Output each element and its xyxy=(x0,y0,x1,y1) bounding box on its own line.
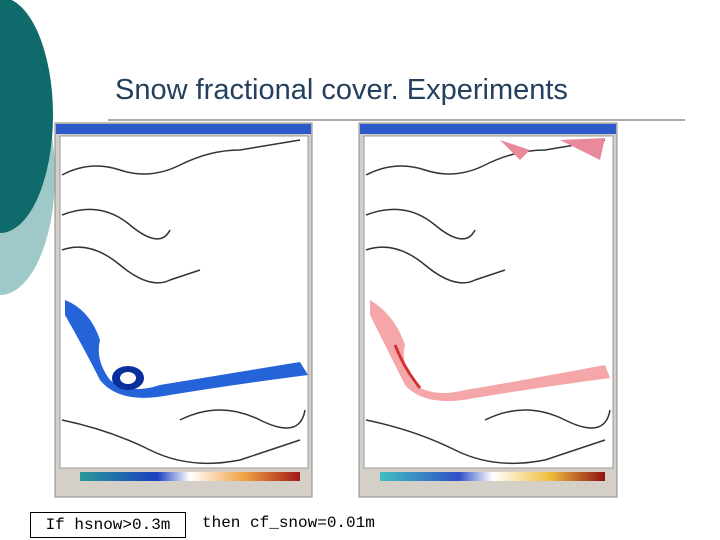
condition-box: If hsnow>0.3m xyxy=(30,512,186,538)
map-window-left xyxy=(54,122,313,498)
map-window-right xyxy=(358,122,618,498)
slide-title: Snow fractional cover. Experiments xyxy=(115,74,568,106)
result-text: then cf_snow=0.01m xyxy=(202,514,375,532)
decor-circle-dark xyxy=(0,0,53,233)
